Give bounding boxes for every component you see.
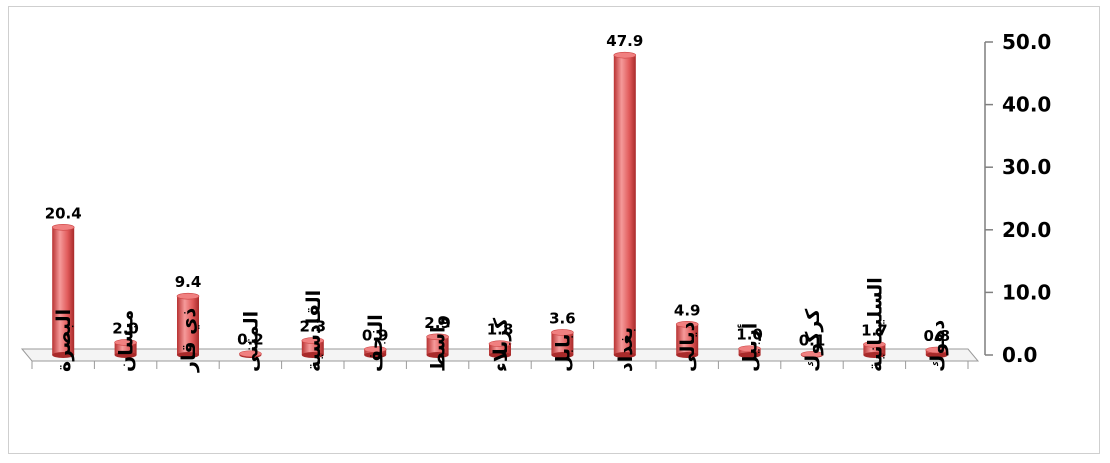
category-label: واسط xyxy=(428,315,450,372)
category-label: أربيل xyxy=(738,323,762,372)
data-labels: 20.4 2.0 9.4 0.2 2.3 0.9 2.9 1.8 3.6 47.9 4.9 1.0 0.… xyxy=(45,32,950,349)
bar-base xyxy=(925,352,948,358)
bar-body xyxy=(426,336,449,355)
category-label: القادسية xyxy=(303,290,325,372)
y-tick-label: 50.0 xyxy=(1002,30,1051,54)
category-label: بغداد xyxy=(615,327,637,372)
bar-body xyxy=(114,342,137,355)
bar-base xyxy=(426,352,449,358)
data-label: 4.9 xyxy=(674,301,701,319)
category-label: السليمانية xyxy=(864,277,886,372)
y-tick-label: 10.0 xyxy=(1002,280,1051,304)
bar-body xyxy=(551,332,574,355)
data-label: 0.2 xyxy=(237,331,264,349)
bar xyxy=(863,341,886,358)
bar xyxy=(114,339,137,358)
bar-top xyxy=(301,337,325,344)
bar xyxy=(925,346,949,358)
bar-base xyxy=(114,352,137,358)
category-label: بابل xyxy=(552,334,574,372)
category-labels: البصرة ميسان ذي قار المثنى القادسية النجف واسط… xyxy=(31,277,969,373)
bar-base xyxy=(613,352,636,358)
category-label: النجف xyxy=(365,314,387,372)
bar-top xyxy=(51,223,75,231)
bar-base xyxy=(364,352,387,358)
bar-body xyxy=(177,296,199,355)
category-label: كربلاء xyxy=(490,317,512,372)
data-label: 2.9 xyxy=(424,314,451,332)
category-label: كركوك xyxy=(802,308,824,372)
bar-body xyxy=(52,227,75,355)
data-label: 20.4 xyxy=(45,204,82,222)
data-label: 0.1 xyxy=(799,331,826,349)
bar-base xyxy=(301,352,324,358)
bar xyxy=(551,329,574,358)
bar-base xyxy=(676,352,699,358)
bar-base xyxy=(863,352,886,358)
category-label: البصرة xyxy=(53,309,75,372)
category-label: ميسان xyxy=(116,310,138,372)
data-label: 0.9 xyxy=(362,326,389,344)
category-label: دهوك xyxy=(927,320,949,372)
bar-top xyxy=(613,51,637,59)
data-label: 1.7 xyxy=(861,321,888,339)
bar-body xyxy=(301,340,324,355)
bar-top xyxy=(925,346,949,354)
y-tick-label: 20.0 xyxy=(1002,218,1051,242)
bar xyxy=(800,351,824,358)
bars xyxy=(51,51,949,358)
data-label: 9.4 xyxy=(175,273,202,291)
bar-top xyxy=(551,329,574,336)
bar-base xyxy=(177,352,199,358)
bar xyxy=(488,340,512,358)
data-label: 0.8 xyxy=(924,327,951,345)
bar xyxy=(176,292,200,358)
y-tick-label: 0.0 xyxy=(1002,343,1037,367)
bar-top xyxy=(426,333,449,341)
bar-base xyxy=(52,352,75,358)
bar xyxy=(675,321,699,358)
data-label: 1.0 xyxy=(736,326,763,344)
bar xyxy=(613,51,637,358)
bar-top xyxy=(675,321,699,328)
data-label: 47.9 xyxy=(606,32,643,50)
bar-top xyxy=(488,340,512,348)
y-tick-label: 40.0 xyxy=(1002,93,1051,117)
category-label: ديالى xyxy=(677,321,699,372)
bar xyxy=(301,337,325,358)
data-label: 2.0 xyxy=(112,319,139,337)
category-label: المثنى xyxy=(240,311,262,372)
bar-body xyxy=(489,343,511,355)
bar-body xyxy=(863,344,886,355)
category-label: ذي قار xyxy=(178,307,201,373)
bar-base xyxy=(551,352,574,358)
bar-base xyxy=(738,352,761,358)
data-label: 1.8 xyxy=(487,321,514,339)
bar-top xyxy=(239,350,262,358)
data-label: 2.3 xyxy=(300,318,327,336)
bar-top xyxy=(114,339,137,346)
bar-top xyxy=(363,346,387,353)
bar-top xyxy=(176,292,200,300)
bar-top xyxy=(863,341,886,348)
bar-top xyxy=(800,351,824,358)
bar xyxy=(363,346,387,358)
bar-top xyxy=(738,345,761,353)
bar-base xyxy=(489,352,511,358)
bar-body xyxy=(613,55,636,356)
bar xyxy=(239,350,262,358)
bar xyxy=(426,333,449,358)
y-tick-label: 30.0 xyxy=(1002,155,1051,179)
y-axis: 0.0 10.0 20.0 30.0 40.0 50.0 xyxy=(984,30,1051,367)
data-label: 3.6 xyxy=(549,309,576,327)
bar xyxy=(51,223,75,358)
bar-body xyxy=(676,324,699,355)
bar xyxy=(738,345,761,358)
chart-frame xyxy=(8,6,1100,454)
